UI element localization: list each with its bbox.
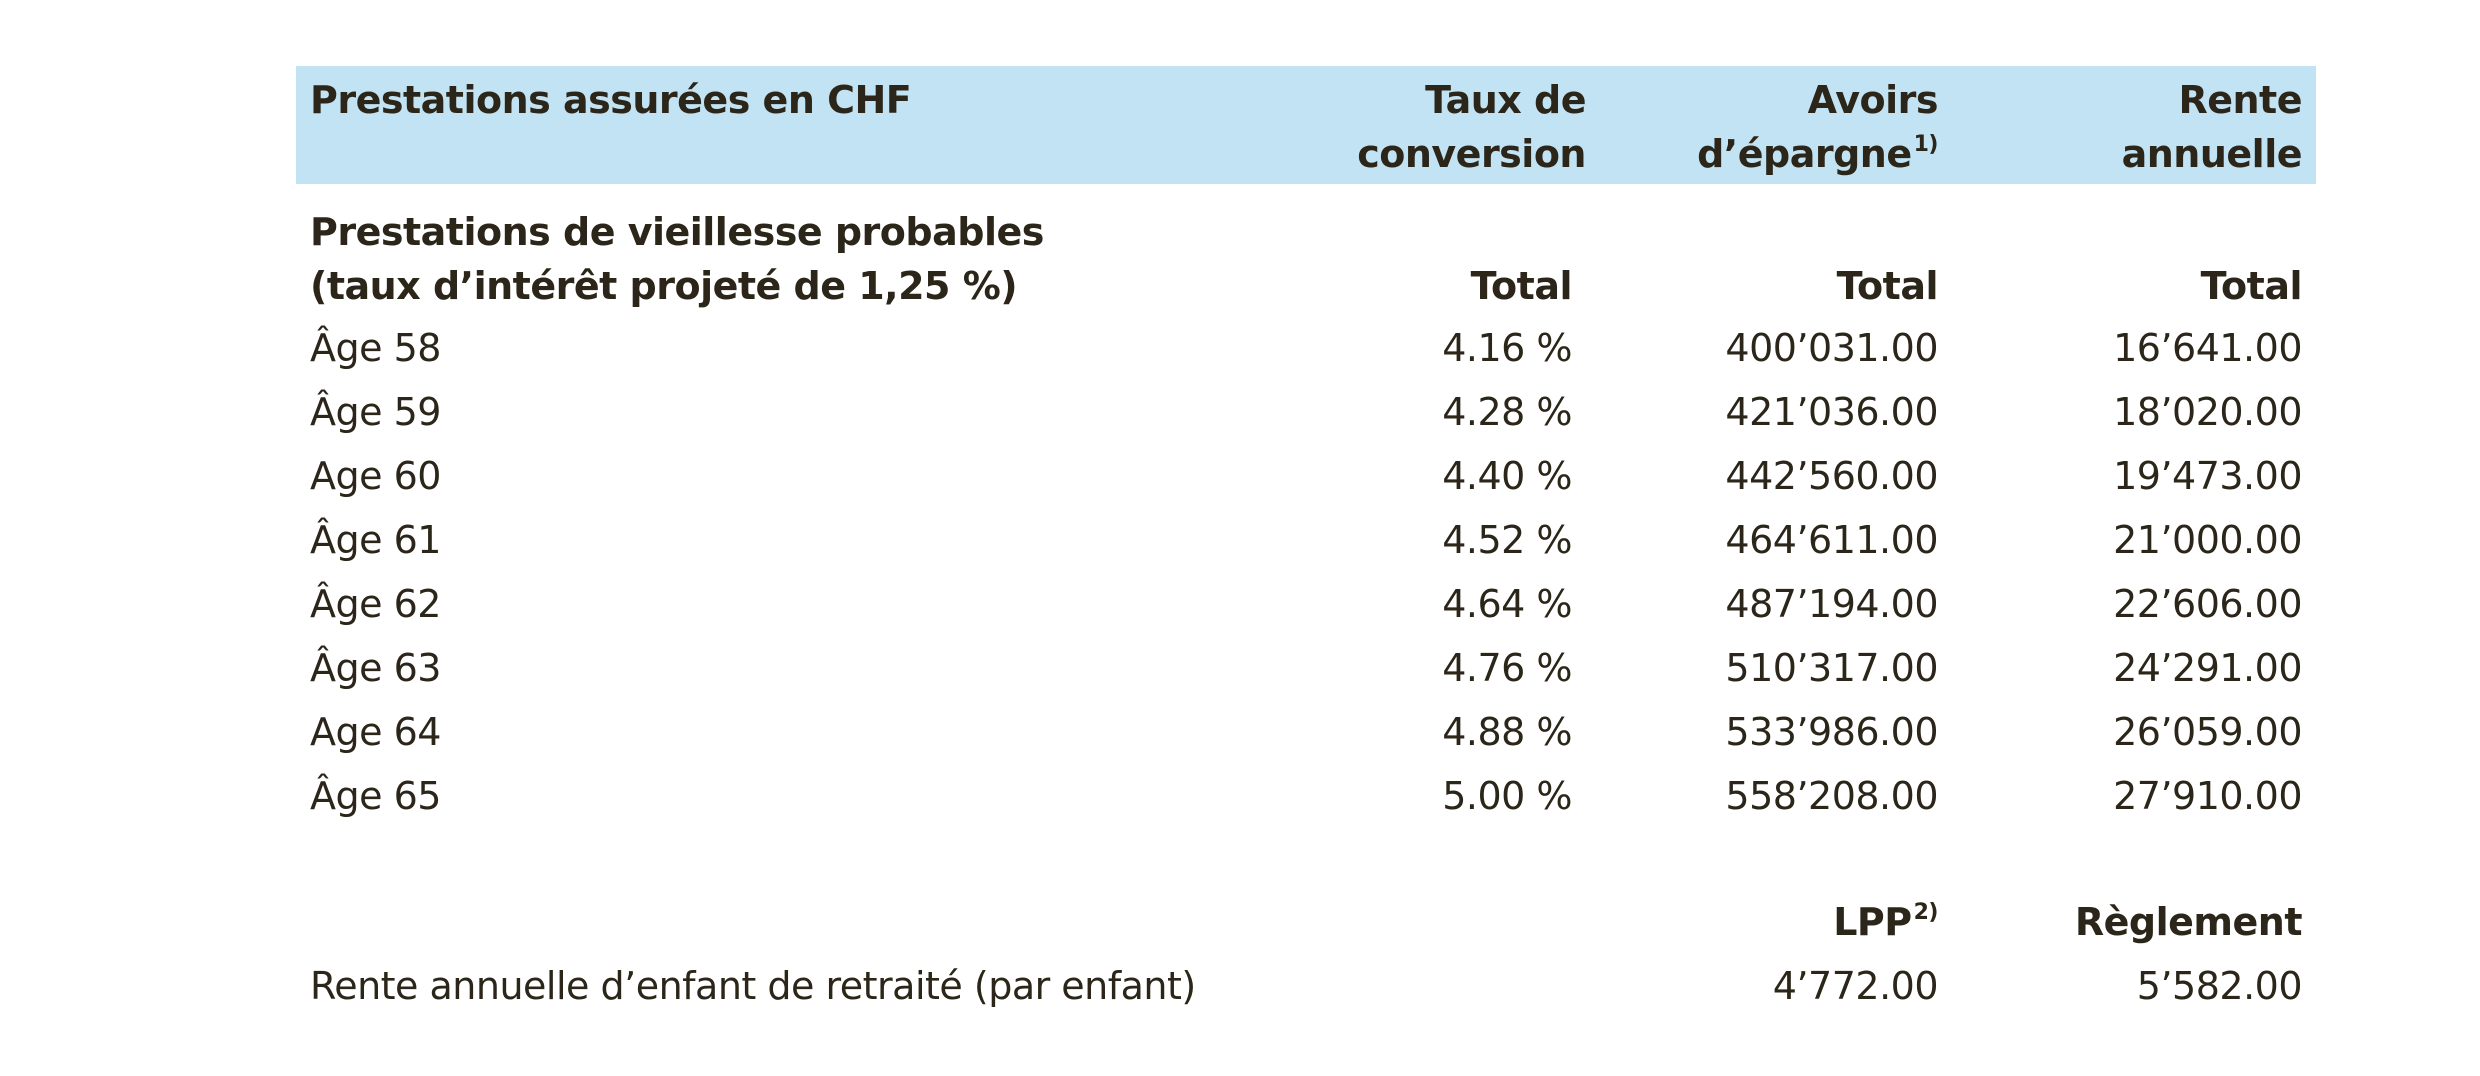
row-rente: 16’641.00	[2113, 326, 2302, 370]
row-rente: 18’020.00	[2113, 390, 2302, 434]
row-rate: 5.00 %	[1442, 774, 1572, 818]
lpp-header: LPP2)	[1833, 894, 1938, 950]
row-age: Age 64	[310, 710, 441, 754]
row-avoirs: 487’194.00	[1725, 582, 1938, 626]
header-description: Prestations assurées en CHF	[310, 78, 912, 122]
row-rente: 26’059.00	[2113, 710, 2302, 754]
footnote-marker-2: 2)	[1913, 900, 1939, 925]
header-avoirs-line2: d’épargne1)	[1697, 126, 1938, 182]
header-rente-line2: annuelle	[2121, 132, 2303, 176]
row-rate: 4.16 %	[1442, 326, 1572, 370]
footnote-marker-1: 1)	[1913, 132, 1939, 157]
row-rente: 21’000.00	[2113, 518, 2302, 562]
total-label-rente: Total	[2200, 264, 2303, 308]
row-rate: 4.64 %	[1442, 582, 1572, 626]
reglement-header: Règlement	[2074, 900, 2303, 944]
row-age: Âge 63	[310, 646, 441, 690]
row-avoirs: 400’031.00	[1725, 326, 1938, 370]
child-pension-description: Rente annuelle d’enfant de retraité (par…	[310, 964, 1196, 1008]
child-pension-reglement-value: 5’582.00	[2136, 964, 2303, 1008]
row-rente: 27’910.00	[2113, 774, 2302, 818]
header-avoirs-label: d’épargne	[1697, 132, 1912, 176]
row-avoirs: 510’317.00	[1725, 646, 1938, 690]
header-rente-line1: Rente	[2178, 78, 2302, 122]
total-label-avoirs: Total	[1836, 264, 1939, 308]
section-title-line1: Prestations de vieillesse probables	[310, 210, 1044, 254]
header-avoirs-line1: Avoirs	[1807, 78, 1939, 122]
row-rente: 22’606.00	[2113, 582, 2302, 626]
row-avoirs: 442’560.00	[1725, 454, 1938, 498]
row-rate: 4.88 %	[1442, 710, 1572, 754]
row-rente: 24’291.00	[2113, 646, 2302, 690]
row-age: Âge 58	[310, 326, 441, 370]
child-pension-lpp-value: 4’772.00	[1772, 964, 1939, 1008]
row-rate: 4.52 %	[1442, 518, 1572, 562]
row-age: Âge 62	[310, 582, 441, 626]
row-avoirs: 464’611.00	[1725, 518, 1938, 562]
row-avoirs: 558’208.00	[1725, 774, 1938, 818]
table-header-band	[296, 66, 2316, 184]
lpp-label: LPP	[1833, 900, 1912, 944]
row-rente: 19’473.00	[2113, 454, 2302, 498]
row-avoirs: 533’986.00	[1725, 710, 1938, 754]
row-rate: 4.76 %	[1442, 646, 1572, 690]
row-age: Âge 59	[310, 390, 441, 434]
header-rate-line1: Taux de	[1425, 78, 1586, 122]
section-title-line2: (taux d’intérêt projeté de 1,25 %)	[310, 264, 1018, 308]
header-rate-line2: conversion	[1357, 132, 1586, 176]
row-age: Age 60	[310, 454, 441, 498]
row-age: Âge 65	[310, 774, 441, 818]
row-rate: 4.28 %	[1442, 390, 1572, 434]
total-label-rate: Total	[1470, 264, 1573, 308]
row-avoirs: 421’036.00	[1725, 390, 1938, 434]
row-rate: 4.40 %	[1442, 454, 1572, 498]
row-age: Âge 61	[310, 518, 441, 562]
